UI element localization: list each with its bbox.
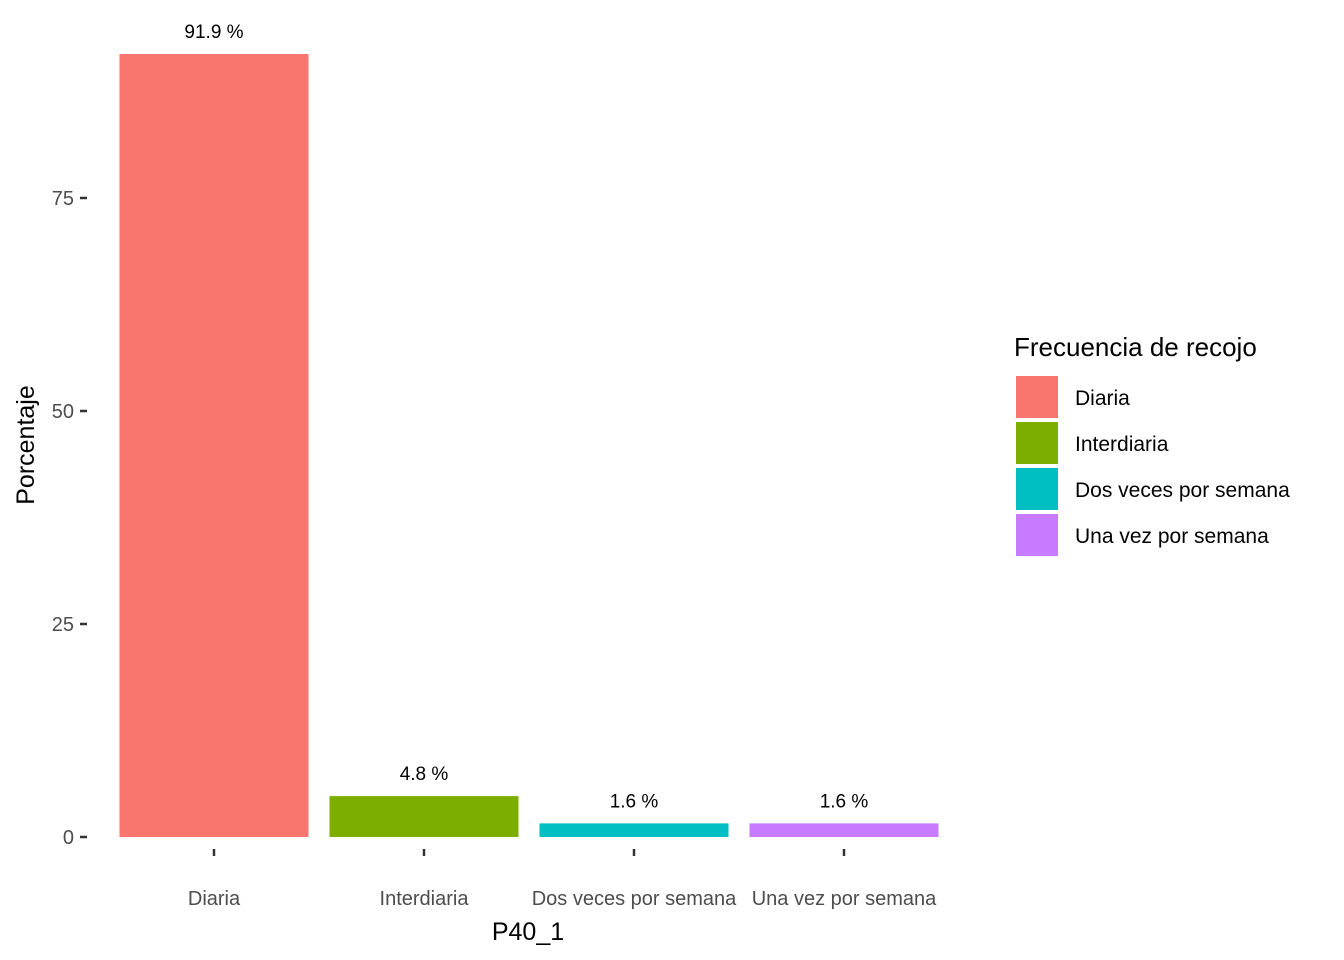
y-axis-title: Porcentaje <box>12 385 40 505</box>
x-tick-label: Diaria <box>188 888 241 910</box>
x-tick-label: Una vez por semana <box>752 888 937 910</box>
bar <box>119 54 309 837</box>
legend-label: Una vez por semana <box>1075 525 1269 548</box>
x-axis-title: P40_1 <box>492 918 564 946</box>
bar-value-label: 1.6 % <box>820 791 869 812</box>
legend: Frecuencia de recojo Diaria Interdiaria Do… <box>1014 332 1290 558</box>
legend-key <box>1014 420 1060 466</box>
y-tick-label: 0 <box>63 827 74 849</box>
x-tick-label: Interdiaria <box>380 888 470 910</box>
bars: 91.9 % 4.8 % 1.6 % 1.6 % <box>119 22 939 837</box>
legend-title: Frecuencia de recojo <box>1014 332 1257 362</box>
legend-key <box>1014 374 1060 420</box>
y-tick-label: 75 <box>52 188 74 210</box>
bar <box>749 823 939 837</box>
y-axis: 0 25 50 75 <box>52 188 87 849</box>
legend-label: Interdiaria <box>1075 433 1169 456</box>
y-tick-label: 25 <box>52 614 74 636</box>
y-tick-label: 50 <box>52 401 74 423</box>
legend-key <box>1014 512 1060 558</box>
x-axis: Diaria Interdiaria Dos veces por semana Una… <box>188 849 937 910</box>
bar-value-label: 1.6 % <box>610 791 659 812</box>
bar <box>329 796 519 837</box>
legend-key <box>1014 466 1060 512</box>
bar-value-label: 91.9 % <box>184 22 243 43</box>
bar-value-label: 4.8 % <box>400 764 449 785</box>
legend-label: Diaria <box>1075 387 1130 410</box>
legend-label: Dos veces por semana <box>1075 479 1290 502</box>
bar <box>539 823 729 837</box>
x-tick-label: Dos veces por semana <box>532 888 737 910</box>
